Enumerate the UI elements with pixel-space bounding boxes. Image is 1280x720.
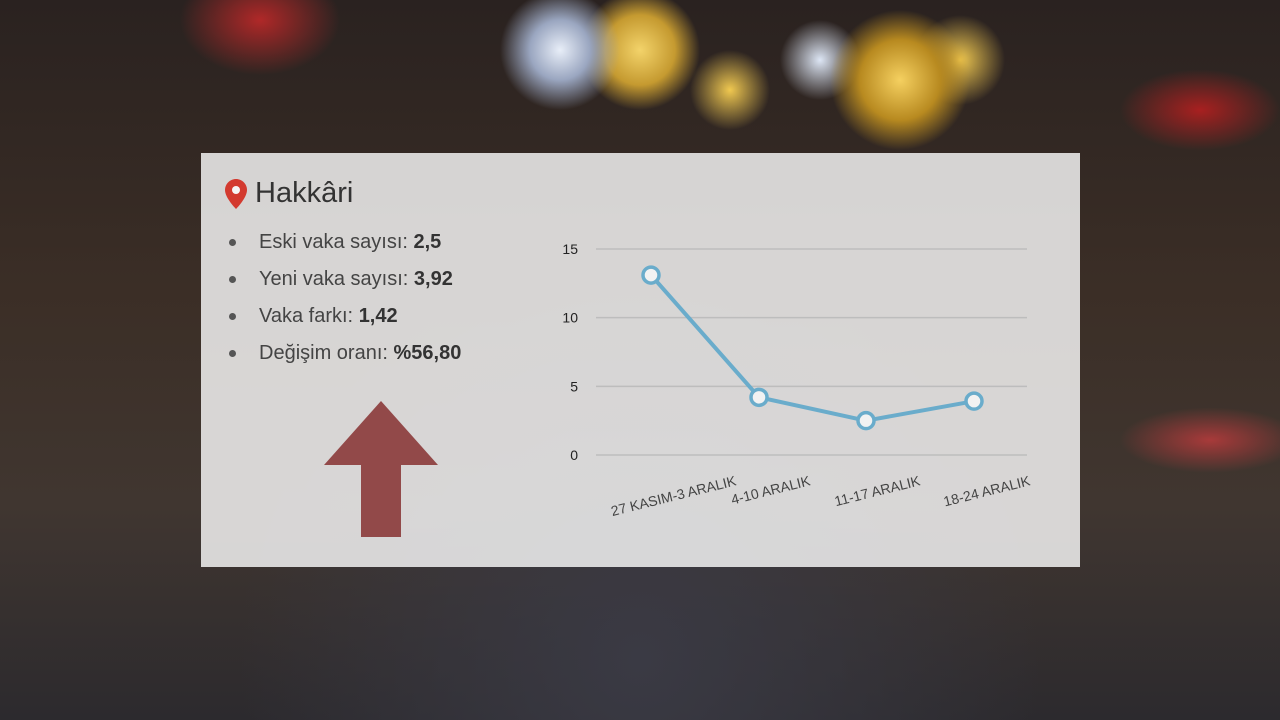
- y-tick-label: 15: [562, 241, 578, 257]
- data-point: [964, 391, 984, 411]
- y-tick-label: 5: [570, 378, 578, 394]
- stat-item: Eski vaka sayısı: 2,5: [229, 227, 461, 264]
- stats-list: Eski vaka sayısı: 2,5 Yeni vaka sayısı: …: [229, 227, 461, 375]
- series-line: [649, 273, 975, 423]
- stat-item: Değişim oranı: %56,80: [229, 338, 461, 375]
- x-tick-label: 18-24 ARALIK: [942, 472, 1033, 509]
- data-point: [856, 410, 876, 431]
- data-point: [749, 387, 769, 408]
- data-point: [641, 265, 661, 285]
- map-pin-icon: [225, 178, 247, 209]
- x-tick-label: 27 KASIM-3 ARALIK: [609, 472, 738, 519]
- y-tick-label: 10: [562, 310, 578, 326]
- location-name: Hakkâri: [255, 177, 354, 209]
- stat-item: Vaka farkı: 1,42: [229, 301, 461, 338]
- x-tick-label: 4-10 ARALIK: [729, 472, 812, 507]
- y-tick-label: 0: [570, 447, 578, 463]
- arrow-up-icon: [324, 401, 438, 537]
- x-tick-label: 11-17 ARALIK: [833, 472, 923, 509]
- stat-item: Yeni vaka sayısı: 3,92: [229, 264, 461, 301]
- location-title: Hakkâri: [225, 177, 353, 210]
- info-panel: Hakkâri Eski vaka sayısı: 2,5 Yeni vaka …: [201, 153, 1080, 567]
